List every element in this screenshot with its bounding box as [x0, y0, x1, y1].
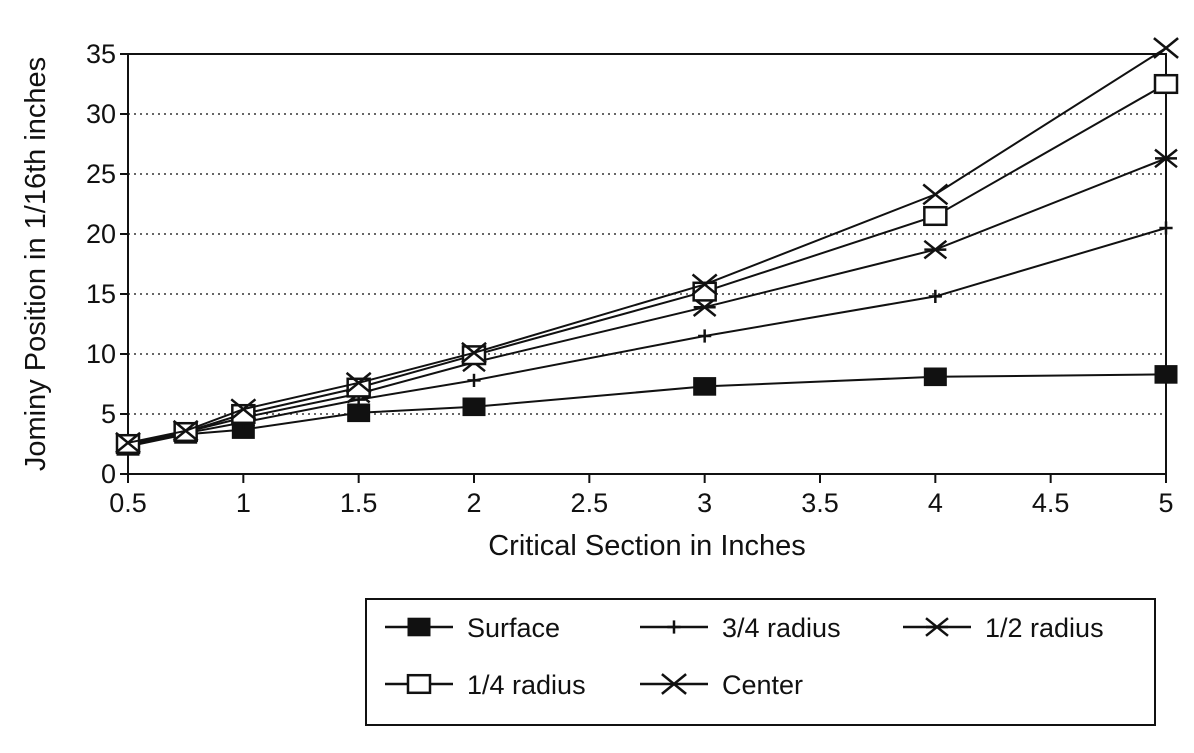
y-tick-label: 15: [86, 279, 116, 309]
point-marker: [1159, 221, 1173, 235]
x-tick-label: 1.5: [340, 488, 378, 518]
legend-item: 3/4 radius: [640, 613, 841, 643]
point-marker: [922, 183, 949, 206]
point-marker: [347, 403, 371, 423]
point-marker: [667, 620, 681, 634]
legend-label: 1/2 radius: [985, 613, 1104, 643]
series-3-4-radius: [121, 221, 1173, 452]
plot-area: [127, 53, 1167, 475]
x-tick-label: 4.5: [1032, 488, 1070, 518]
point-marker: [345, 371, 372, 394]
point-marker: [923, 239, 948, 260]
point-marker: [923, 367, 947, 387]
point-marker: [407, 617, 431, 637]
series-line: [127, 373, 1167, 448]
legend-item: Center: [640, 670, 803, 700]
point-marker: [230, 398, 257, 421]
x-tick-label: 5: [1158, 488, 1173, 518]
point-marker: [923, 205, 948, 227]
axes: 0 5 10 15 20 25 30 35 0.5 1 1.5 2 2.5 3 3.5 4 4.5 5: [86, 39, 1174, 518]
legend-item: Surface: [385, 613, 560, 643]
series-line: [127, 227, 1167, 447]
gridlines: [128, 113, 1166, 415]
point-marker: [461, 341, 487, 364]
series-center: [115, 37, 1179, 454]
x-axis-title: Critical Section in Inches: [488, 530, 806, 562]
legend-label: 3/4 radius: [722, 613, 841, 643]
legend-item: 1/4 radius: [385, 670, 586, 700]
x-tick-label: 2: [466, 488, 481, 518]
series-line: [127, 83, 1167, 445]
x-tick-label: 1: [236, 488, 251, 518]
y-tick-label: 30: [86, 99, 116, 129]
x-tick-label: 0.5: [109, 488, 147, 518]
x-tick-label: 2.5: [571, 488, 609, 518]
y-tick-label: 25: [86, 159, 116, 189]
legend-label: 1/4 radius: [467, 670, 586, 700]
legend: Surface 3/4 radius 1/2 radius 1/4 radius Cen…: [365, 598, 1156, 726]
y-tick-label: 5: [101, 399, 116, 429]
point-marker: [406, 673, 432, 695]
y-tick-label: 0: [101, 459, 116, 489]
legend-item: 1/2 radius: [903, 613, 1104, 643]
point-marker: [1154, 365, 1178, 384]
x-tick-label: 3.5: [801, 488, 839, 518]
point-marker: [661, 673, 687, 695]
point-marker: [691, 273, 718, 296]
point-marker: [1153, 73, 1179, 95]
legend-label: Surface: [467, 613, 560, 643]
series-1-4-radius: [115, 73, 1179, 455]
y-tick-label: 20: [86, 219, 116, 249]
legend-box: [365, 598, 1156, 726]
point-marker: [698, 329, 712, 343]
y-tick-label: 35: [86, 39, 116, 69]
point-marker: [693, 377, 717, 396]
point-marker: [115, 431, 141, 454]
x-tick-label: 3: [697, 488, 712, 518]
point-marker: [462, 397, 486, 417]
point-marker: [172, 419, 199, 442]
point-marker: [928, 289, 942, 303]
point-marker: [1154, 148, 1178, 169]
point-marker: [1153, 37, 1179, 59]
series-line: [127, 47, 1167, 444]
x-tick-label: 4: [928, 488, 943, 518]
legend-label: Center: [722, 670, 803, 700]
y-tick-label: 10: [86, 339, 116, 369]
y-axis-title: Jominy Position in 1/16th inches: [20, 57, 52, 471]
point-marker: [925, 617, 949, 637]
point-marker: [467, 373, 481, 387]
series-lines: [115, 37, 1179, 456]
